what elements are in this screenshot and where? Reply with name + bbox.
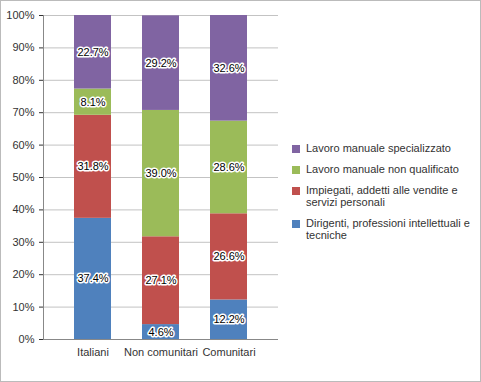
svg-text:27.1%: 27.1% [145, 274, 176, 286]
svg-text:22.7%: 22.7% [77, 46, 108, 58]
svg-text:40%: 40% [12, 203, 34, 215]
svg-text:10%: 10% [12, 301, 34, 313]
html-text:Lavoro manuale non qualificato: Lavoro manuale non qualificato [306, 162, 459, 175]
svg-text:100%: 100% [6, 9, 34, 21]
svg-text:Comunitari: Comunitari [202, 346, 255, 358]
html-text:Dirigenti, professioni intelle: Dirigenti, professioni intellettuali e t… [306, 216, 470, 241]
svg-text:Non comunitari: Non comunitari [124, 346, 198, 358]
svg-text:39.0%: 39.0% [145, 167, 176, 179]
svg-text:31.8%: 31.8% [77, 160, 108, 172]
svg-text:26.6%: 26.6% [213, 250, 244, 262]
svg-text:20%: 20% [12, 268, 34, 280]
svg-text:Italiani: Italiani [77, 346, 109, 358]
svg-text:37.4%: 37.4% [77, 272, 108, 284]
svg-text:8.1%: 8.1% [80, 96, 105, 108]
html-text:Lavoro manuale specializzato: Lavoro manuale specializzato [306, 141, 451, 154]
svg-text:90%: 90% [12, 41, 34, 53]
svg-text:4.6%: 4.6% [148, 326, 173, 338]
svg-text:29.2%: 29.2% [145, 57, 176, 69]
svg-text:60%: 60% [12, 139, 34, 151]
svg-text:80%: 80% [12, 74, 34, 86]
svg-text:12.2%: 12.2% [213, 313, 244, 325]
svg-text:32.6%: 32.6% [213, 62, 244, 74]
svg-text:28.6%: 28.6% [213, 161, 244, 173]
svg-text:50%: 50% [12, 171, 34, 183]
html-text:Impiegati, addetti alle vendit: Impiegati, addetti alle vendite e serviz… [306, 183, 458, 208]
svg-text:0%: 0% [19, 333, 35, 345]
svg-text:70%: 70% [12, 106, 34, 118]
svg-text:30%: 30% [12, 236, 34, 248]
